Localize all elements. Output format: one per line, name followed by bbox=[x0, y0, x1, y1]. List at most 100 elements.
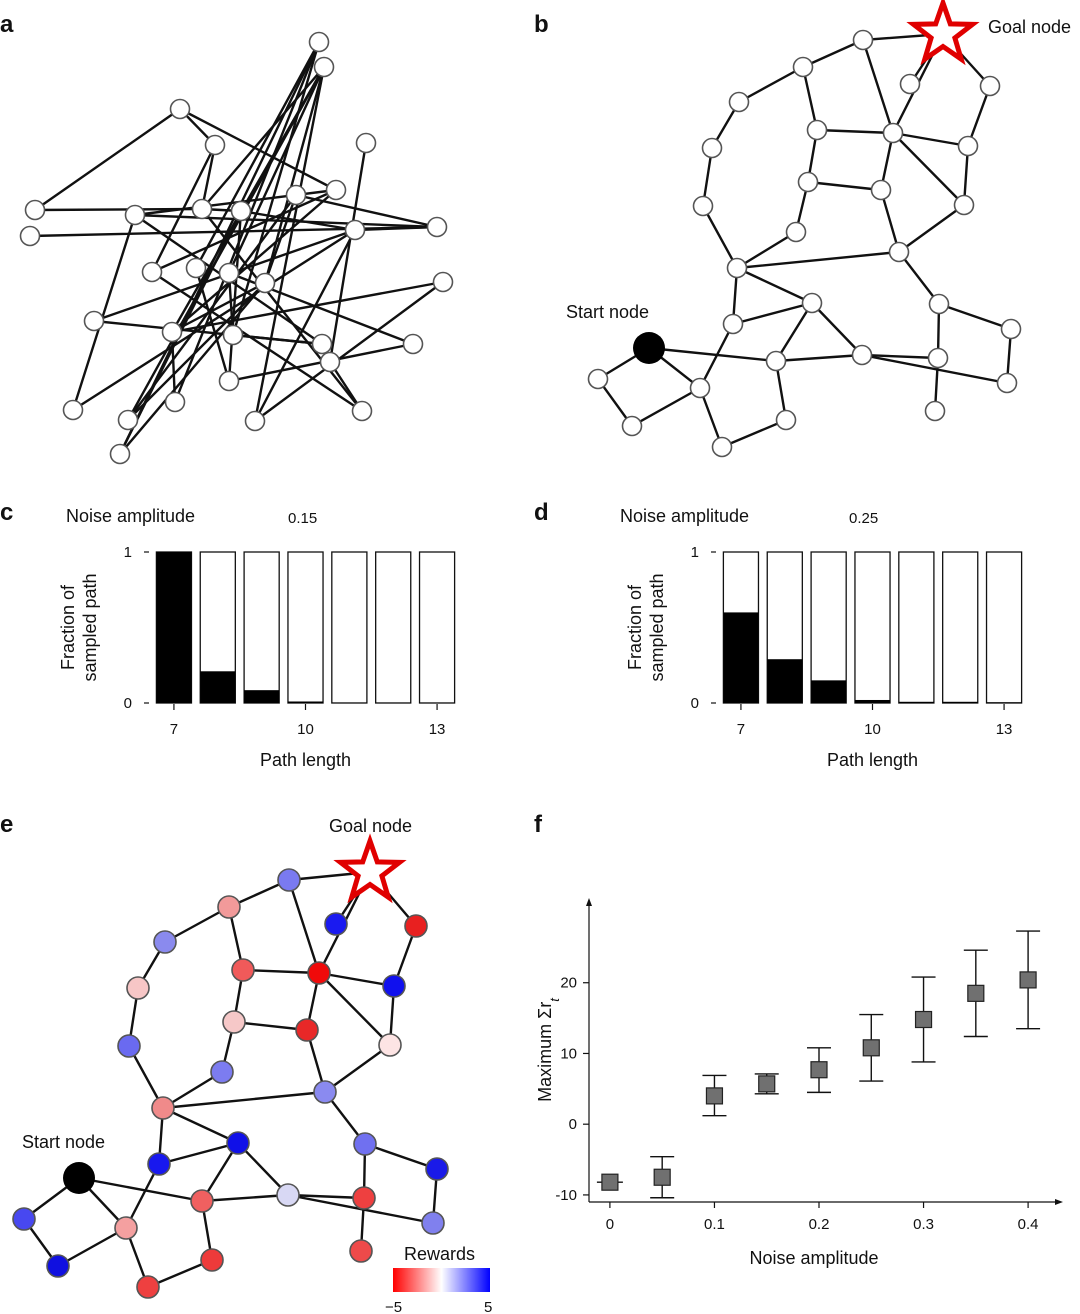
panel-label-e: e bbox=[0, 811, 13, 838]
graph-edge bbox=[241, 968, 321, 975]
graph-edge bbox=[194, 40, 321, 270]
graph-node bbox=[851, 344, 873, 366]
graph-node bbox=[957, 135, 979, 157]
graph-node bbox=[426, 216, 448, 238]
graph-edge bbox=[861, 38, 895, 135]
graph-edge bbox=[118, 281, 267, 456]
graph-node bbox=[870, 179, 892, 201]
bar-frame bbox=[942, 551, 979, 704]
x-tick-label: 7 bbox=[737, 721, 745, 738]
goal-star-icon bbox=[906, 0, 980, 66]
graph-node bbox=[324, 912, 348, 936]
graph-node bbox=[169, 98, 191, 120]
graph-node bbox=[996, 372, 1018, 394]
x-tick-label: 0 bbox=[606, 1216, 614, 1233]
bar-frame bbox=[418, 551, 456, 704]
x-tick-label: 0.4 bbox=[1018, 1216, 1039, 1233]
graph-node bbox=[307, 961, 331, 985]
graph-edge bbox=[810, 301, 864, 357]
graph-node bbox=[979, 75, 1001, 97]
graph-edge bbox=[200, 1193, 290, 1203]
graph-node bbox=[164, 391, 186, 413]
bar bbox=[723, 612, 759, 703]
graph-edge bbox=[815, 128, 895, 135]
graph-node bbox=[147, 1152, 171, 1176]
graph-node bbox=[404, 914, 428, 938]
legend-colorbar bbox=[393, 1268, 490, 1292]
graph-node bbox=[382, 974, 406, 998]
start-node-label-e: Start node bbox=[22, 1132, 105, 1152]
graph-node bbox=[222, 1010, 246, 1034]
graph-node bbox=[126, 976, 150, 1000]
graph-edge bbox=[735, 266, 814, 305]
graph-a bbox=[19, 31, 454, 465]
graph-node bbox=[191, 198, 213, 220]
bar-frame bbox=[985, 551, 1023, 704]
graph-edge bbox=[253, 228, 357, 423]
graph-node bbox=[218, 262, 240, 284]
graph-edge bbox=[150, 270, 364, 413]
graph-node bbox=[185, 257, 207, 279]
x-axis-label: Path length bbox=[260, 750, 351, 770]
graph-edge bbox=[897, 203, 966, 254]
graph-node bbox=[924, 400, 946, 422]
graph-node bbox=[378, 1033, 402, 1057]
graph-node bbox=[722, 313, 744, 335]
x-tick-label: 7 bbox=[170, 721, 178, 738]
graph-node bbox=[217, 895, 241, 919]
graph-node bbox=[701, 137, 723, 159]
graph-node bbox=[402, 333, 424, 355]
bar-frame bbox=[898, 551, 935, 704]
graph-edge bbox=[774, 353, 864, 363]
graph-node bbox=[927, 347, 949, 369]
graph-edge bbox=[966, 84, 992, 148]
x-tick-label: 10 bbox=[297, 721, 314, 738]
graph-edge bbox=[860, 353, 940, 360]
graph-e bbox=[12, 833, 449, 1299]
graph-node bbox=[218, 370, 240, 392]
bar-frame bbox=[810, 551, 847, 704]
graph-node bbox=[349, 1239, 373, 1263]
x-tick-label: 10 bbox=[864, 721, 881, 738]
y-tick-label: 0 bbox=[569, 1116, 577, 1133]
data-point bbox=[705, 1087, 724, 1105]
graph-edge bbox=[737, 65, 805, 104]
bar bbox=[767, 659, 803, 703]
bar-chart-d: 7 10 13 0 1 Path length Fraction of sampled pat… bbox=[625, 544, 1023, 770]
data-point bbox=[810, 1061, 828, 1079]
graph-edge bbox=[150, 143, 217, 274]
y-tick-label: 0 bbox=[124, 695, 132, 712]
graph-edge bbox=[163, 905, 231, 944]
bar bbox=[200, 671, 236, 703]
graph-node bbox=[210, 1060, 234, 1084]
goal-star-icon bbox=[333, 833, 407, 904]
graph-node bbox=[117, 409, 139, 431]
graph-edge bbox=[801, 38, 865, 69]
graph-edge bbox=[33, 107, 182, 212]
graph-node bbox=[114, 1216, 138, 1240]
data-point bbox=[862, 1039, 880, 1057]
bar bbox=[854, 699, 891, 703]
graph-node bbox=[285, 184, 307, 206]
graph-node bbox=[62, 399, 84, 421]
graph-edge bbox=[200, 65, 326, 211]
graph-edge bbox=[232, 1020, 309, 1032]
graph-node bbox=[200, 1248, 224, 1272]
graph-node bbox=[692, 195, 714, 217]
legend-title: Rewards bbox=[404, 1244, 475, 1264]
graph-edge bbox=[150, 188, 338, 274]
graph-edge bbox=[720, 418, 788, 449]
graph-node bbox=[83, 310, 105, 332]
graph-node bbox=[161, 321, 183, 343]
panel-label-d: d bbox=[534, 499, 549, 526]
graph-edge bbox=[286, 1193, 366, 1200]
panel-label-b: b bbox=[534, 11, 549, 38]
bar-frame bbox=[854, 551, 891, 704]
graph-node bbox=[728, 91, 750, 113]
graph-node bbox=[151, 1096, 175, 1120]
graph-node bbox=[124, 204, 146, 226]
graph-node bbox=[344, 219, 366, 241]
noise-value-d: 0.25 bbox=[849, 510, 878, 527]
graph-node bbox=[1000, 318, 1022, 340]
